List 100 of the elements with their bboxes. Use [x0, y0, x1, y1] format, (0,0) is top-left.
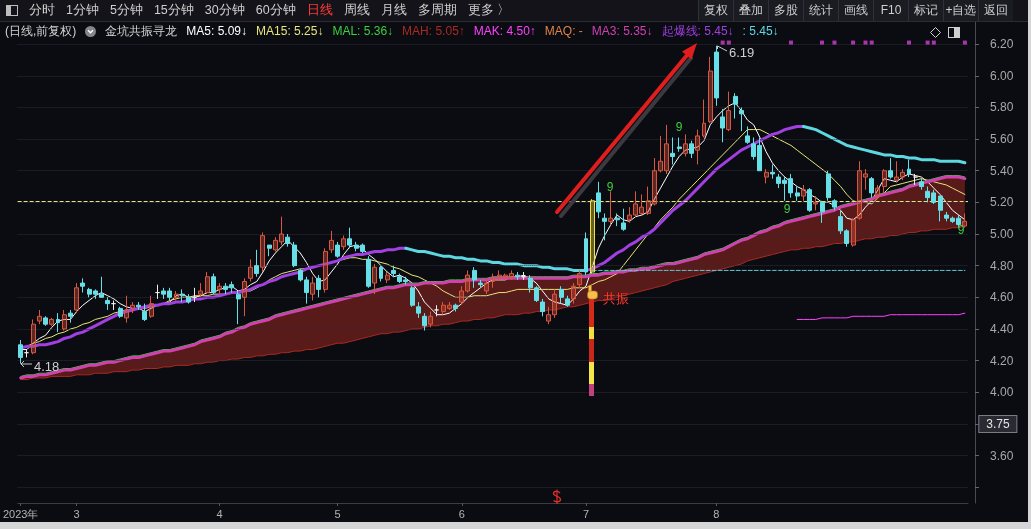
candlestick [832, 198, 837, 211]
candlestick [198, 282, 203, 298]
candlestick [379, 265, 383, 282]
x-tick-label: 2023年 [2, 507, 39, 520]
x-tick-label: 5 [334, 507, 341, 520]
candlestick [633, 190, 638, 218]
candlestick [608, 190, 613, 226]
candlestick [820, 200, 825, 224]
candlestick [434, 304, 439, 317]
candlestick [702, 99, 706, 138]
candlestick [590, 198, 595, 275]
text: 画线 [838, 0, 873, 21]
candlestick [962, 212, 967, 229]
text: 多周期 [417, 2, 457, 19]
candlestick [217, 282, 222, 295]
candlestick [882, 168, 887, 195]
y-tick-label: 4.60 [990, 290, 1014, 305]
y-tick-label: 4.40 [990, 321, 1014, 336]
text: 周线 [343, 2, 370, 19]
candlestick [279, 216, 284, 246]
y-tick-label: 6.20 [990, 37, 1014, 52]
candlestick [205, 271, 210, 295]
x-tick-label: 4 [216, 507, 223, 520]
candlestick [894, 160, 899, 183]
candlestick [335, 241, 340, 259]
candlestick [546, 306, 551, 325]
text: 月线 [380, 2, 407, 19]
candlestick [316, 274, 321, 298]
y-tick-label: 4.80 [990, 258, 1014, 273]
candlestick [142, 303, 147, 322]
candlestick [900, 168, 905, 181]
candlestick [664, 124, 669, 175]
candlestick [888, 157, 893, 180]
candlestick [875, 184, 880, 200]
candlestick [37, 309, 42, 325]
text: 15分钟 [153, 2, 194, 19]
line-series [20, 225, 966, 381]
candlestick [341, 235, 346, 251]
candlestick [813, 195, 818, 211]
annotation: 9 [606, 180, 614, 194]
text: 多股 [768, 0, 803, 21]
candlestick [869, 176, 874, 199]
text: 5分钟 [109, 2, 143, 19]
annotation: 4.18 [34, 358, 60, 374]
text: 分时 [29, 2, 55, 19]
candlestick [410, 285, 415, 308]
candlestick [149, 295, 154, 319]
candlestick [372, 263, 377, 295]
candlestick [745, 125, 750, 145]
candlestick [938, 195, 943, 222]
candlestick [192, 287, 197, 303]
candlestick [670, 137, 675, 165]
text: 返回 [978, 0, 1013, 21]
candlestick [515, 271, 520, 281]
candlestick [459, 285, 464, 305]
candlestick [68, 309, 73, 324]
text: 1分钟 [66, 2, 99, 19]
candlestick [43, 315, 48, 327]
candlestick [571, 282, 576, 305]
candlestick [677, 137, 682, 153]
y-tick-label: 5.20 [990, 195, 1014, 210]
text: MA15: 5.25↓ [256, 24, 324, 39]
candlestick [695, 129, 700, 165]
candlestick [447, 301, 452, 311]
candlestick [366, 255, 371, 289]
candlestick [31, 318, 36, 355]
text: 复权 [698, 0, 733, 21]
candlestick [441, 301, 446, 316]
candlestick [708, 56, 713, 124]
candlestick [124, 295, 129, 324]
x-tick-label: 8 [713, 507, 720, 520]
candlestick [273, 236, 278, 252]
candlestick [658, 135, 663, 173]
text: : 5.45↓ [742, 24, 779, 39]
candlestick [323, 247, 328, 294]
annotation: 6.19 [729, 44, 755, 60]
candlestick [857, 160, 862, 221]
text: 叠加 [733, 0, 768, 21]
y-tick-label: 4.20 [990, 353, 1014, 368]
candlestick [248, 258, 253, 282]
candlestick [236, 290, 241, 325]
y-tick-label: 5.00 [990, 227, 1014, 242]
candlestick [639, 193, 644, 216]
chart-subtitle: 金坑共振寻龙 [105, 24, 178, 39]
candlestick [497, 269, 502, 281]
candlestick [49, 317, 54, 327]
candlestick [683, 133, 688, 157]
candlestick [851, 217, 856, 248]
text: MAL: 5.36↓ [332, 24, 394, 39]
candlestick [795, 186, 800, 202]
candlestick [801, 184, 806, 202]
candlestick [180, 288, 185, 303]
candlestick [267, 244, 272, 257]
candlestick [826, 170, 831, 202]
x-tick-label: 3 [73, 507, 80, 520]
text: 3.75 [978, 415, 1018, 433]
candlestick [130, 301, 135, 314]
candlestick [807, 187, 812, 213]
candlestick [764, 168, 769, 184]
candlestick [907, 159, 911, 178]
